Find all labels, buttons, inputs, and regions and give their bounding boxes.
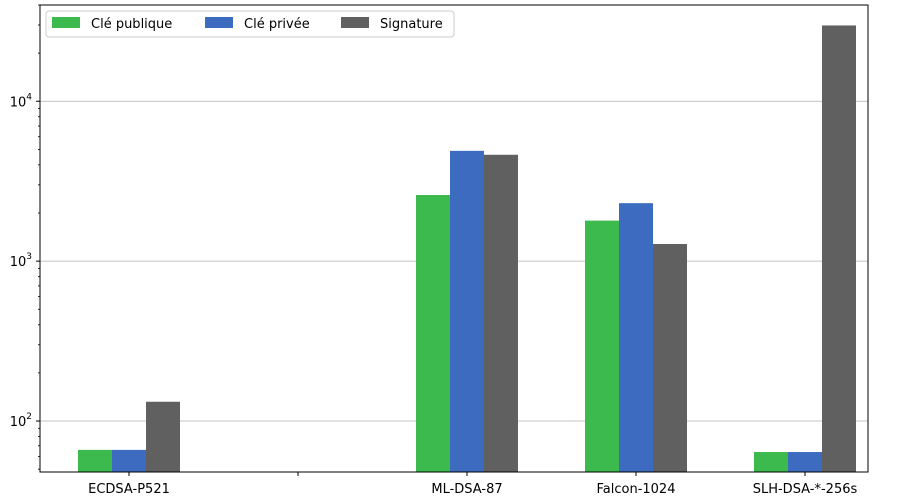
legend-label: Clé publique — [91, 17, 172, 32]
legend-swatch — [341, 17, 369, 28]
bar — [450, 150, 484, 472]
legend-label: Clé privée — [244, 17, 310, 32]
legend-swatch — [52, 17, 80, 28]
y-tick-label: 103 — [10, 252, 32, 270]
bar — [78, 449, 112, 472]
y-tick-label: 104 — [10, 92, 33, 110]
bar — [822, 25, 856, 472]
legend: Clé publique Clé privée Signature — [45, 10, 455, 38]
x-tick-label: Falcon-1024 — [597, 482, 676, 497]
bar — [619, 203, 653, 472]
bar — [754, 452, 788, 472]
y-tick-label: 102 — [10, 412, 32, 430]
x-tick-label: SLH-DSA-*-256s — [753, 482, 858, 497]
x-tick-label: ML-DSA-87 — [431, 482, 502, 497]
bar — [112, 449, 146, 472]
bar — [653, 244, 687, 472]
plot-frame — [39, 4, 869, 473]
bar — [146, 401, 180, 472]
legend-label: Signature — [380, 17, 443, 32]
bar — [585, 220, 619, 472]
bar — [484, 154, 518, 473]
legend-swatch — [205, 17, 233, 28]
axes-layer: 102 103 104 ECDSA-P521 ML-DSA-87 Falcon-1024 S… — [10, 4, 869, 497]
bars-layer — [78, 25, 856, 473]
bar — [788, 452, 822, 472]
x-tick-label: ECDSA-P521 — [88, 482, 170, 497]
bar — [416, 195, 450, 473]
